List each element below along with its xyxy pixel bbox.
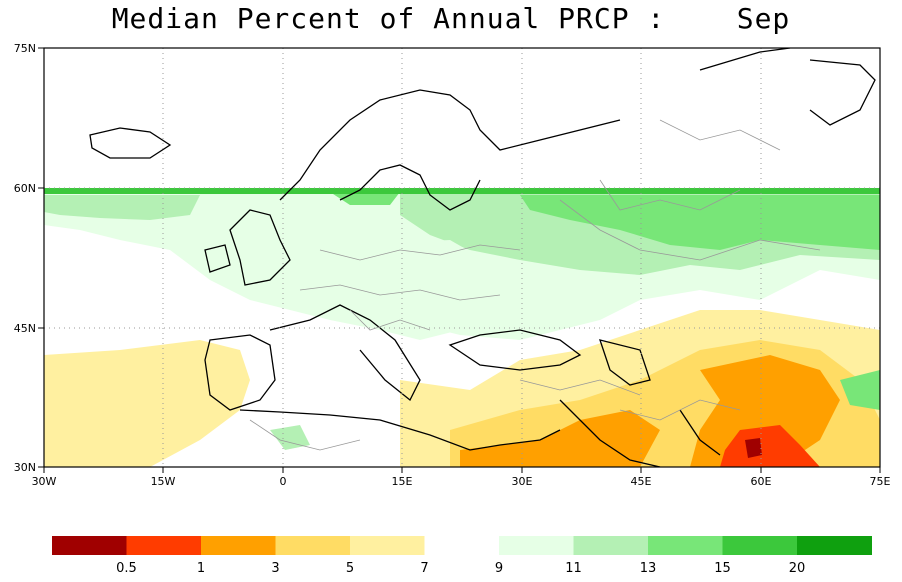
lon-label-0: 0 xyxy=(280,475,287,488)
lon-label-45e: 45E xyxy=(631,475,652,488)
colorbar-swatch xyxy=(797,536,872,555)
colorbar-swatch xyxy=(126,536,202,555)
colorbar-swatch xyxy=(350,536,425,555)
borders xyxy=(249,119,821,451)
colorbar-label: 7 xyxy=(420,561,428,576)
lat-label-30n: 30N xyxy=(14,461,36,474)
lon-label-15w: 15W xyxy=(151,475,176,488)
colorbar-swatch xyxy=(275,536,351,555)
lon-label-75e: 75E xyxy=(870,475,891,488)
colorbar-label: 13 xyxy=(640,561,657,576)
colorbar-swatch xyxy=(648,536,723,555)
colorbar-swatch xyxy=(424,536,500,555)
colorbar-label: 20 xyxy=(789,561,806,576)
lat-label-45n: 45N xyxy=(14,322,36,335)
colorbar-swatch xyxy=(722,536,798,555)
colorbar-swatch xyxy=(52,536,127,555)
precip-field xyxy=(44,48,880,467)
colorbar-label: 11 xyxy=(565,561,582,576)
colorbar-swatch xyxy=(573,536,649,555)
map-title: Median Percent of Annual PRCP : Sep xyxy=(111,2,791,35)
lon-label-30w: 30W xyxy=(32,475,57,488)
axis-ticks xyxy=(38,47,881,473)
colorbar-label: 1 xyxy=(197,561,205,576)
lon-label-60e: 60E xyxy=(751,475,772,488)
colorbar-swatch xyxy=(201,536,276,555)
colorbar-label: 9 xyxy=(495,561,503,576)
colorbar-swatch xyxy=(499,536,574,555)
colorbar: 0.5 1 3 5 7 9 11 13 15 20 xyxy=(52,536,872,576)
lon-label-15e: 15E xyxy=(392,475,413,488)
lat-label-60n: 60N xyxy=(14,182,36,195)
colorbar-label: 0.5 xyxy=(116,561,137,576)
colorbar-label: 3 xyxy=(271,561,279,576)
colorbar-label: 5 xyxy=(346,561,354,576)
colorbar-label: 15 xyxy=(714,561,731,576)
coastlines xyxy=(89,48,876,467)
plot-frame xyxy=(43,47,881,468)
lat-label-75n: 75N xyxy=(14,42,36,55)
lon-label-30e: 30E xyxy=(512,475,533,488)
